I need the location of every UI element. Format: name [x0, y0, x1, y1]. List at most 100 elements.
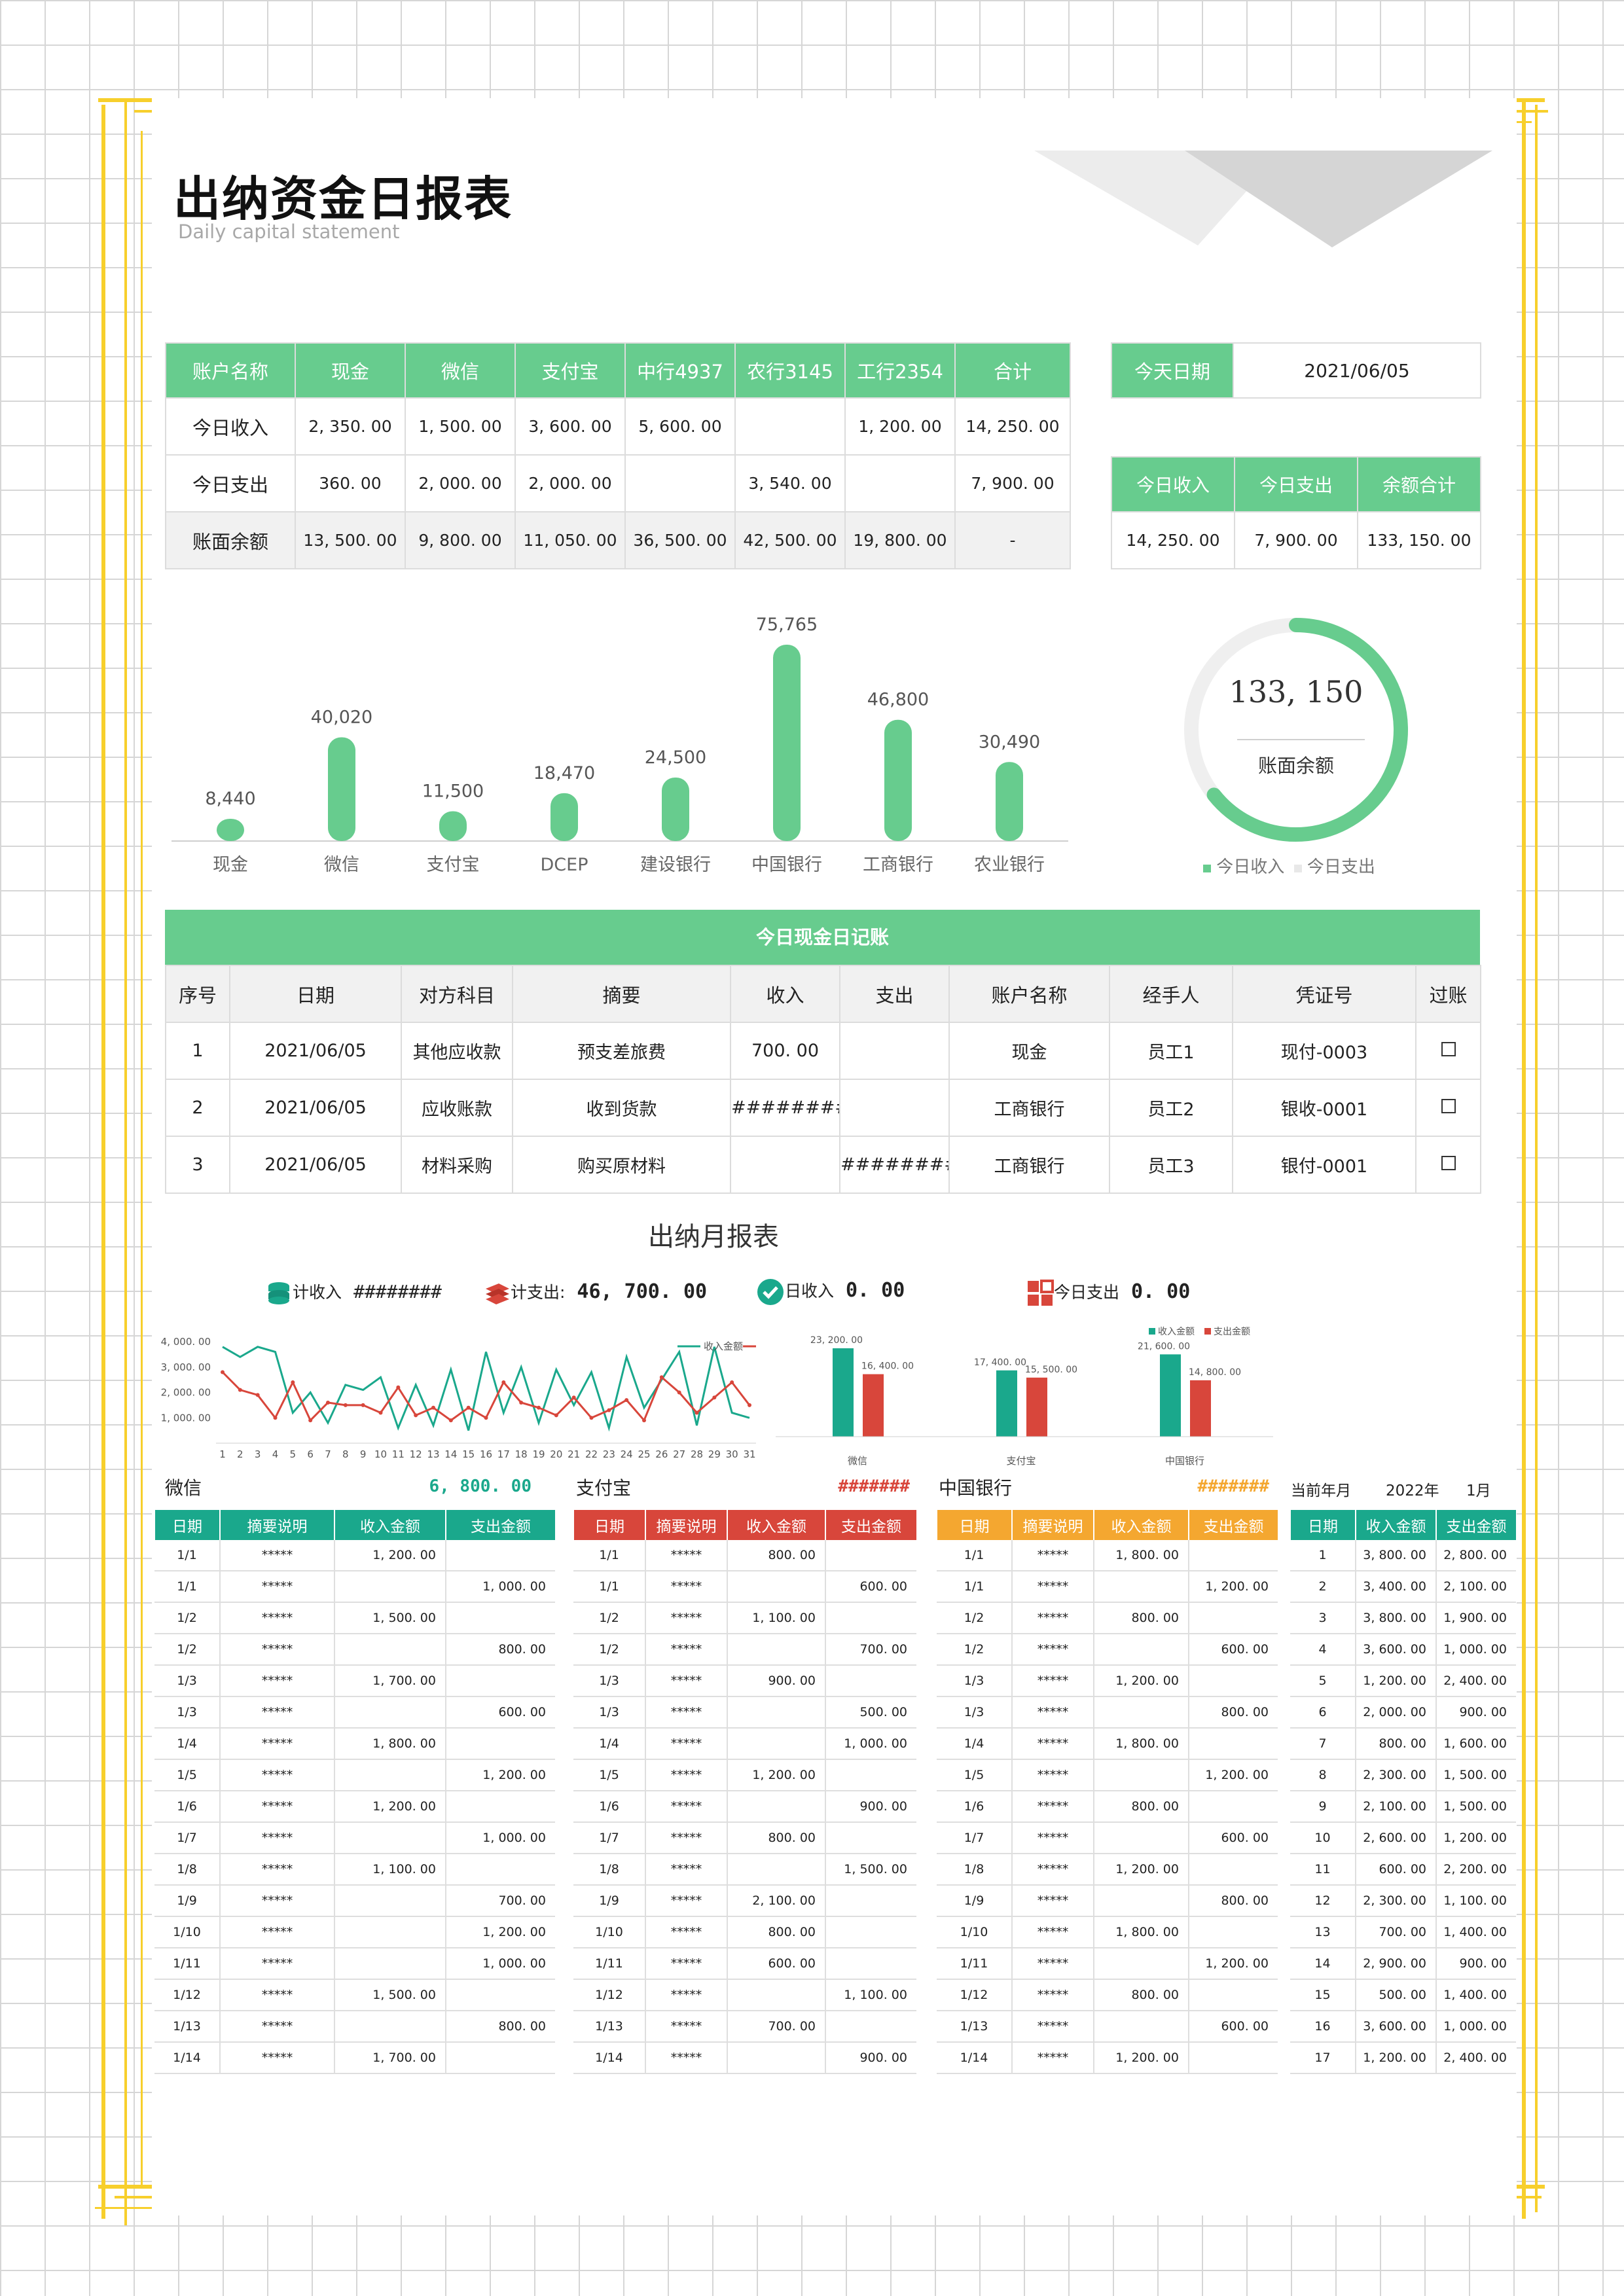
ledger-cell: *****	[1011, 1634, 1094, 1666]
ledger-row: 1/12 ***** 1, 500. 00	[154, 1979, 555, 2011]
ledger-cell: *****	[219, 1759, 334, 1791]
ledger-cell: 1/8	[573, 1854, 645, 1886]
cell: 13, 500. 00	[295, 511, 406, 569]
ledger-cell: *****	[1011, 1728, 1094, 1760]
ledger-cell: 1/8	[937, 1854, 1012, 1886]
ledger-row: 1/1 ***** 1, 000. 00	[154, 1571, 555, 1603]
cell: 14, 250. 00	[954, 397, 1071, 456]
ledger-cell: *****	[645, 2042, 727, 2074]
ledger-cell	[825, 1885, 916, 1917]
ledger-row: 1/4 ***** 1, 800. 00	[937, 1728, 1278, 1760]
current-month[interactable]: 1月	[1466, 1482, 1491, 1499]
ledger-cell: 2, 600. 00	[1355, 1822, 1436, 1854]
col-counter-account: 对方科目	[401, 965, 513, 1023]
x-tick-label: 5	[290, 1448, 297, 1460]
expense-point	[361, 1403, 365, 1407]
ledger-cell: 1/2	[573, 1634, 645, 1666]
ledger-row: 1/5 ***** 1, 200. 00	[937, 1759, 1278, 1791]
grid-blocks-icon	[1028, 1280, 1054, 1306]
donut-legend: 今日收入 今日支出	[1203, 853, 1375, 878]
x-tick-label: 22	[585, 1448, 598, 1460]
ledger-cell: *****	[645, 2011, 727, 2043]
ledger-cell: *****	[1011, 1948, 1094, 1980]
category-label: 农业银行	[974, 855, 1045, 875]
ledger-table-boc: 日期 摘要说明 收入金额 支出金额 1/1 ***** 1, 800. 00 1/1 *****…	[936, 1510, 1278, 2074]
ledger-cell	[727, 1979, 825, 2011]
ledger-row: 1/3 ***** 800. 00	[937, 1696, 1278, 1729]
ledger-cell: 1, 400. 00	[1435, 1916, 1516, 1948]
x-tick-label: 30	[726, 1448, 738, 1460]
category-label: 现金	[213, 855, 248, 875]
col-account: 账户名称	[948, 965, 1110, 1023]
ledger-cell: 700. 00	[1355, 1916, 1436, 1948]
bar-data-label: 23, 200. 00	[810, 1335, 863, 1346]
expense-point	[308, 1418, 313, 1423]
ledger-cell: 1/2	[573, 1602, 645, 1634]
ledger-cell: 1/12	[154, 1979, 220, 2011]
ledger-cell	[334, 1634, 446, 1666]
ledger-cell: 1/3	[937, 1665, 1012, 1697]
ledger-row: 1/8 ***** 1, 200. 00	[937, 1854, 1278, 1886]
bar-data-label: 21, 600. 00	[1138, 1341, 1190, 1352]
legend-income-label: 收入金额	[1158, 1327, 1195, 1337]
posted-checkbox[interactable]	[1415, 1079, 1481, 1137]
ledger-cell: *****	[1011, 1854, 1094, 1886]
current-year[interactable]: 2022年	[1386, 1482, 1439, 1499]
frame-line-left-3	[141, 131, 143, 2186]
ledger-cell: 900. 00	[1435, 1948, 1516, 1980]
expense-point	[677, 1390, 681, 1395]
ledger-row: 1/13 ***** 600. 00	[937, 2011, 1278, 2043]
ledger-row: 1/1 ***** 1, 200. 00	[937, 1571, 1278, 1603]
category-label: 微信	[848, 1455, 867, 1467]
cell: 3, 600. 00	[514, 397, 626, 456]
ledger-cell	[825, 1540, 916, 1571]
ledger-row: 1/10 ***** 1, 200. 00	[154, 1916, 555, 1948]
row-label: 今日支出	[165, 454, 296, 512]
bar	[773, 645, 801, 841]
ledger-row: 13 700. 00 1, 400. 00	[1290, 1916, 1516, 1948]
bar-data-label: 16, 400. 00	[861, 1361, 914, 1372]
category-label: 建设银行	[640, 855, 711, 875]
posted-checkbox[interactable]	[1415, 1136, 1481, 1194]
ledger-cell: *****	[219, 1728, 334, 1760]
today-expense-value: 7, 900. 00	[1234, 511, 1358, 569]
expense-point	[748, 1403, 751, 1407]
ledger-cell: *****	[219, 1916, 334, 1948]
ledger-table-alipay: 日期 摘要说明 收入金额 支出金额 1/1 ***** 800. 00 1/1 ***** 600…	[573, 1510, 916, 2074]
bar-data-label: 15, 500. 00	[1025, 1365, 1077, 1375]
ledger-cell: 1/6	[573, 1791, 645, 1823]
ledger-cell: 1/10	[937, 1916, 1012, 1948]
ledger-row: 1/6 ***** 800. 00	[937, 1791, 1278, 1823]
expense-point	[273, 1416, 278, 1420]
ledger-cell	[1188, 1602, 1278, 1634]
ledger-cell: 1/11	[937, 1948, 1012, 1980]
col-abc: 农行3145	[734, 342, 846, 399]
kpi-total-income: 计收入 ########	[265, 1280, 442, 1307]
ledger-cell: 1/7	[154, 1822, 220, 1854]
expense-point	[414, 1413, 418, 1418]
current-period-row: 当前年月 2022年 1月	[1291, 1478, 1517, 1500]
ledger-cell: *****	[645, 1540, 727, 1571]
donut-center-value: 133, 150	[1229, 674, 1363, 709]
income-bar	[1160, 1354, 1181, 1437]
expense-point	[343, 1403, 348, 1407]
ledger-cell: 11	[1290, 1854, 1356, 1886]
col-voucher: 凭证号	[1232, 965, 1416, 1023]
ledger-cell	[1188, 1916, 1278, 1948]
ledger-cell: 1/2	[154, 1602, 220, 1634]
ledger-cell: 1, 500. 00	[334, 1602, 446, 1634]
ledger-row: 4 3, 600. 00 1, 000. 00	[1290, 1634, 1516, 1666]
ledger-cell: 1/10	[573, 1916, 645, 1948]
cell: 360. 00	[295, 454, 406, 512]
ledger-cell: 500. 00	[1355, 1979, 1436, 2011]
ledger-cell: *****	[645, 1696, 727, 1729]
money-stack-icon	[486, 1283, 509, 1304]
ledger-row: 1/3 ***** 900. 00	[573, 1665, 916, 1697]
ledger-cell: 500. 00	[825, 1696, 916, 1729]
ledger-row: 1/8 ***** 1, 100. 00	[154, 1854, 555, 1886]
expense-point	[484, 1416, 488, 1420]
income: 700. 00	[730, 1022, 840, 1080]
posted-checkbox[interactable]	[1415, 1022, 1481, 1080]
ledger-cell: 1/4	[937, 1728, 1012, 1760]
ledger-cell: 700. 00	[825, 1634, 916, 1666]
